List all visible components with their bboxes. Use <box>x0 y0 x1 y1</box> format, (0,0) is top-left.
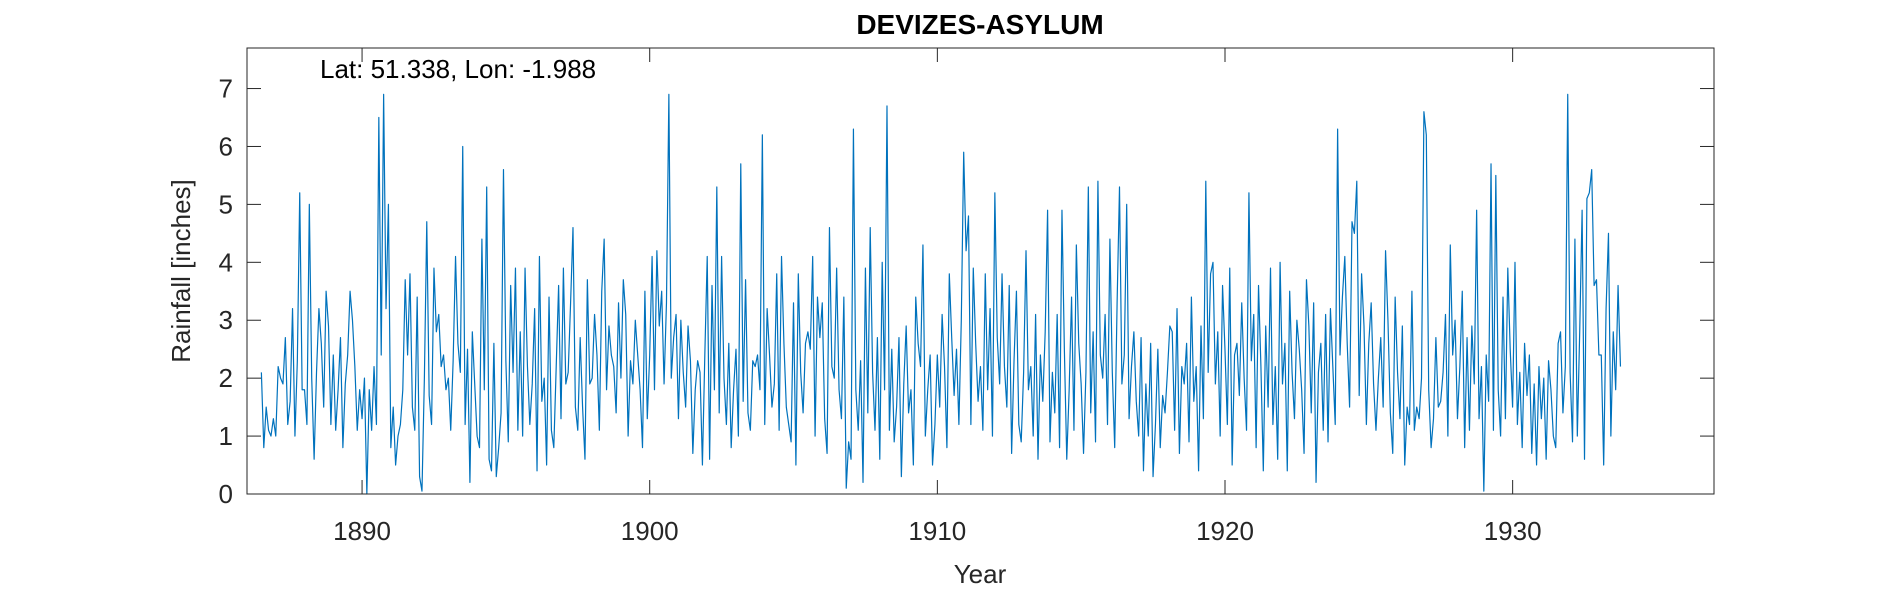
y-tick-label: 2 <box>219 363 233 393</box>
y-tick-label: 0 <box>219 479 233 509</box>
series-line-0 <box>260 93 1622 495</box>
series-layer <box>260 93 1622 495</box>
y-tick-label: 6 <box>219 131 233 161</box>
x-axis-label: Year <box>954 559 1007 589</box>
chart-title: DEVIZES-ASYLUM <box>856 9 1103 40</box>
y-axis-label: Rainfall [inches] <box>166 179 196 363</box>
y-tick-label: 7 <box>219 74 233 104</box>
y-tick-label: 3 <box>219 305 233 335</box>
y-tick-label: 4 <box>219 247 233 277</box>
y-tick-label: 5 <box>219 189 233 219</box>
x-tick-label: 1900 <box>621 516 679 546</box>
x-tick-label: 1890 <box>333 516 391 546</box>
axes-box <box>246 47 1715 495</box>
x-tick-label: 1920 <box>1196 516 1254 546</box>
axes: 1890 1900 1910 1920 1930 0 1 2 3 4 5 6 7 <box>219 47 1715 546</box>
location-annotation: Lat: 51.338, Lon: -1.988 <box>320 54 596 84</box>
x-tick-label: 1910 <box>908 516 966 546</box>
y-tick-label: 1 <box>219 421 233 451</box>
x-tick-label: 1930 <box>1484 516 1542 546</box>
